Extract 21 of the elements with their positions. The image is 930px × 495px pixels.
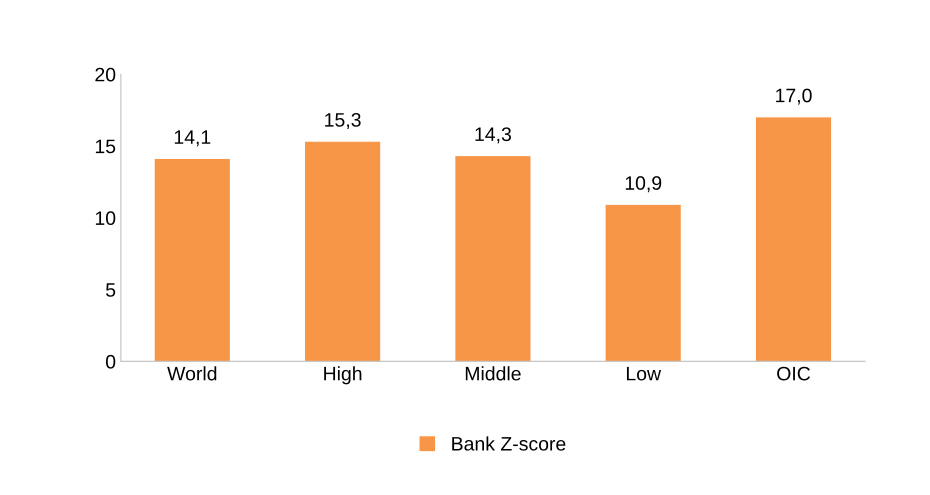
x-tick-label: World: [167, 366, 216, 380]
x-tick-label: Low: [626, 366, 662, 380]
x-tick-label: High: [324, 366, 362, 384]
data-label: 15,3: [325, 112, 361, 130]
bar: [305, 142, 380, 362]
data-label: 14,3: [475, 127, 511, 144]
y-tick-label: 0: [106, 354, 116, 369]
y-tick-label: 5: [106, 283, 116, 297]
bar: [455, 156, 530, 362]
data-label: 17,0: [776, 88, 812, 105]
data-label: 10,9: [626, 176, 662, 192]
y-tick-label: 10: [96, 211, 116, 226]
x-tick-label: OIC: [777, 366, 810, 380]
data-label: 14,1: [174, 130, 210, 146]
bar: [606, 204, 681, 362]
legend-label: Bank Z-score: [452, 436, 566, 451]
bar: [154, 158, 230, 362]
x-tick-label: Middle: [466, 366, 521, 380]
y-tick-label: 20: [95, 68, 116, 82]
bar: [756, 117, 832, 362]
y-tick-label: 15: [96, 140, 116, 154]
